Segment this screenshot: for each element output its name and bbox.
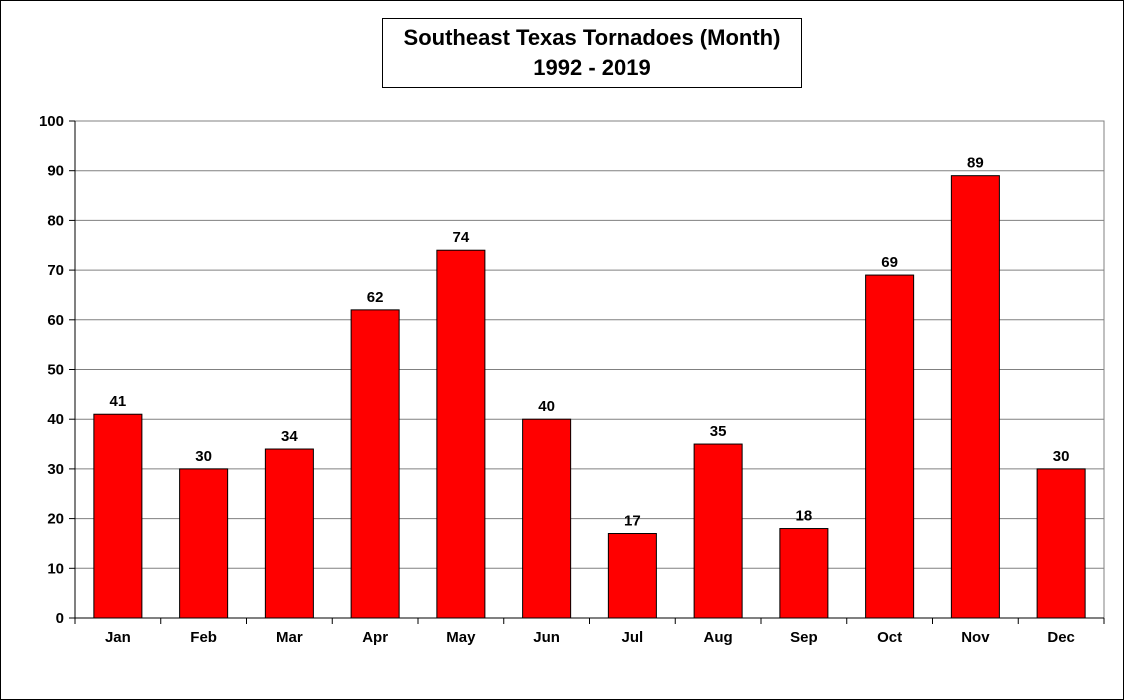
y-tick-label: 100 <box>39 113 64 130</box>
x-tick-label-jul: Jul <box>622 629 644 646</box>
bar-jun <box>522 418 572 619</box>
x-tick-label-apr: Apr <box>362 629 388 646</box>
x-tick-label-aug: Aug <box>704 629 733 646</box>
data-label-mar: 34 <box>281 428 298 445</box>
data-label-may: 74 <box>453 229 470 246</box>
y-tick-label: 20 <box>47 511 64 528</box>
bar-apr <box>350 309 400 619</box>
bar-jul <box>607 533 657 619</box>
data-label-jan: 41 <box>110 393 127 410</box>
y-tick-label: 60 <box>47 312 64 329</box>
data-label-dec: 30 <box>1053 448 1070 465</box>
bar-may <box>436 249 486 619</box>
y-tick-label: 70 <box>47 262 64 279</box>
x-tick-label-jun: Jun <box>533 629 560 646</box>
bar-feb <box>179 468 229 619</box>
bar-aug <box>693 443 743 619</box>
bar-oct <box>865 274 915 619</box>
chart-subtitle: 1992 - 2019 <box>533 55 651 80</box>
bar-nov <box>950 175 1000 619</box>
bar-dec <box>1036 468 1086 619</box>
x-tick-label-jan: Jan <box>105 629 131 646</box>
x-tick-label-feb: Feb <box>190 629 217 646</box>
data-label-nov: 89 <box>967 155 984 172</box>
x-tick-label-mar: Mar <box>276 629 303 646</box>
y-tick-label: 40 <box>47 411 64 428</box>
data-label-apr: 62 <box>367 289 384 306</box>
data-label-aug: 35 <box>710 423 727 440</box>
x-tick-label-dec: Dec <box>1047 629 1075 646</box>
x-tick-label-nov: Nov <box>961 629 990 646</box>
bar-sep <box>779 528 829 619</box>
data-label-jun: 40 <box>538 398 555 415</box>
chart-title-box: Southeast Texas Tornadoes (Month) 1992 -… <box>382 18 802 88</box>
data-label-feb: 30 <box>195 448 212 465</box>
chart-title: Southeast Texas Tornadoes (Month) <box>403 25 781 50</box>
y-tick-label: 10 <box>47 560 64 577</box>
y-tick-label: 30 <box>47 461 64 478</box>
y-tick-label: 0 <box>56 610 64 627</box>
y-tick-label: 50 <box>47 362 64 379</box>
y-tick-label: 80 <box>47 212 64 229</box>
bar-mar <box>264 448 314 619</box>
x-tick-label-sep: Sep <box>790 629 818 646</box>
data-label-jul: 17 <box>624 513 641 530</box>
x-tick-label-oct: Oct <box>877 629 902 646</box>
x-tick-label-may: May <box>446 629 476 646</box>
bar-jan <box>93 413 143 619</box>
y-tick-label: 90 <box>47 163 64 180</box>
data-label-oct: 69 <box>881 254 898 271</box>
data-label-sep: 18 <box>796 508 813 525</box>
